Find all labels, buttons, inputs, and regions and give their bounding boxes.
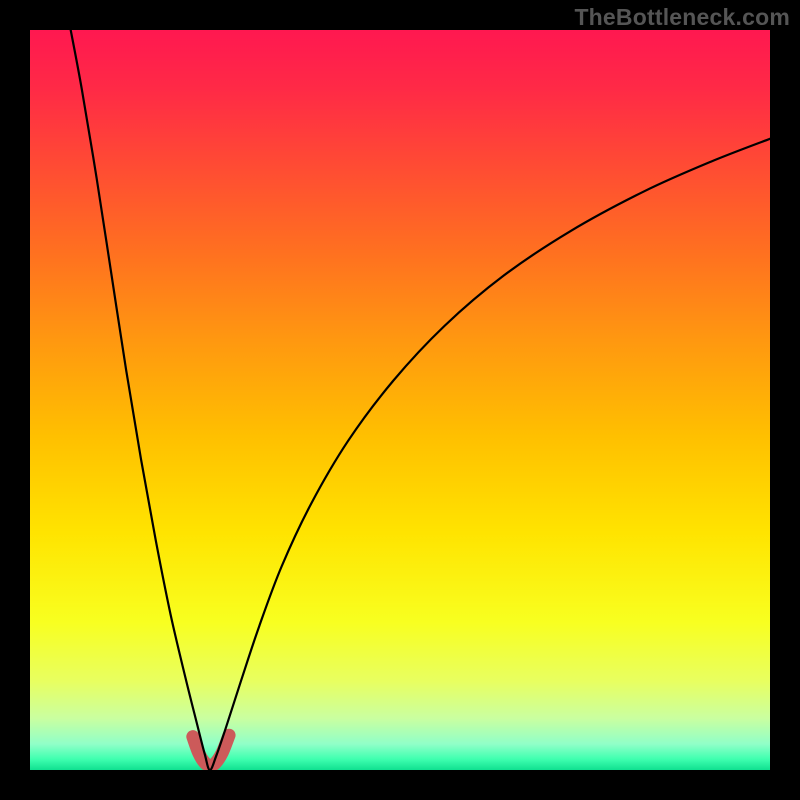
gradient-background [30,30,770,770]
chart-svg [30,30,770,770]
chart-frame: TheBottleneck.com [0,0,800,800]
watermark-text: TheBottleneck.com [574,4,790,31]
plot-area [30,30,770,770]
